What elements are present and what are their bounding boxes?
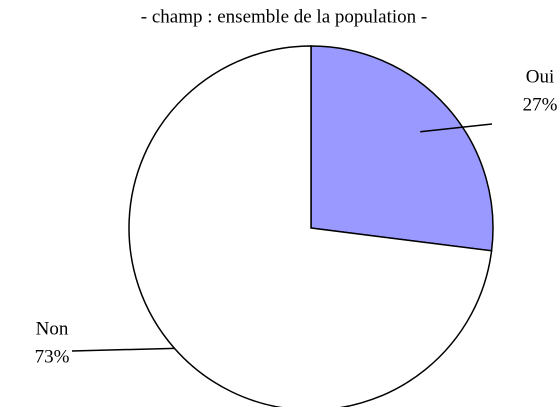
leader-line	[420, 123, 493, 133]
slice-label: Oui	[526, 66, 555, 87]
chart-title: - champ : ensemble de la population -	[141, 6, 428, 27]
pie-slice	[310, 45, 494, 252]
value-label: 73%	[35, 346, 70, 367]
leader-line	[71, 347, 175, 352]
value-label: 27%	[523, 94, 557, 115]
slice-label: Non	[36, 318, 69, 339]
pie-slice	[128, 45, 493, 407]
